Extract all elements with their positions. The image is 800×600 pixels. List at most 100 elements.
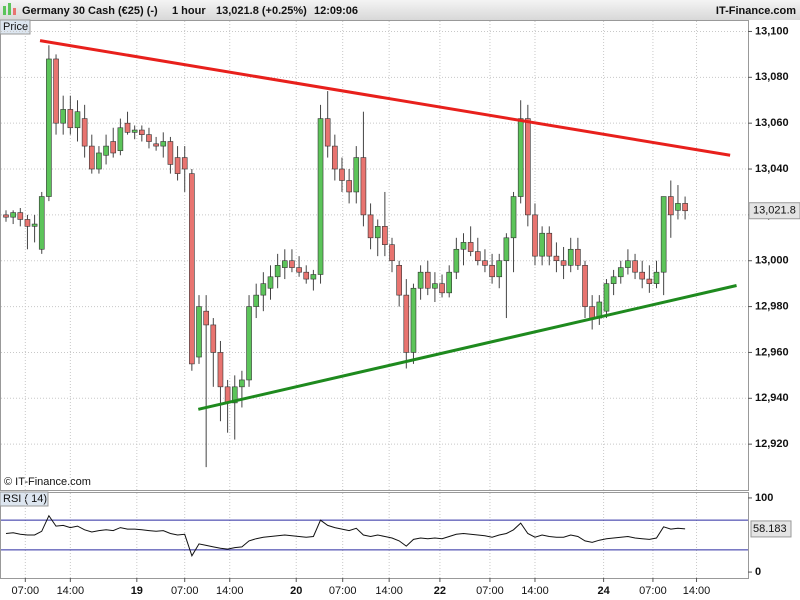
candle-body [360,157,367,216]
candle-body [203,310,209,326]
x-tick-label: 20 [290,585,302,597]
candle-body [103,145,109,156]
candle-body [88,145,95,170]
candle-body [224,386,231,404]
candle-body [317,118,324,275]
candle-body [582,265,588,307]
candle-body [539,232,545,257]
candle-body [417,271,424,289]
candle-body [646,278,653,284]
brand: IT-Finance.com [716,5,796,17]
price-tag [0,19,31,35]
candle-body [432,283,438,289]
candle-body [389,244,395,262]
candle-body [632,260,638,273]
y-tick-label: 100 [755,492,773,504]
interval: 1 hour [172,5,206,17]
rsi-last-box [750,520,792,538]
candle-body [553,255,560,262]
candle-body [131,129,138,133]
candle-body [46,58,52,197]
candle-body [324,118,331,147]
candle-body [367,214,374,239]
x-tick-label: 14:00 [57,585,85,597]
candle-body [575,248,581,266]
x-tick-label: 07:00 [171,585,199,597]
candle-body [339,168,345,181]
candle-body [281,260,288,268]
x-tick-label: 07:00 [639,585,667,597]
header-bar [0,0,800,20]
y-tick-label: 13,100 [755,25,789,37]
trendline [197,284,737,411]
x-tick-label: 07:00 [329,585,357,597]
candle-body [17,212,24,220]
candle-body [210,324,217,353]
candle-body [682,203,688,212]
candle-body [653,271,660,284]
candle-body [303,271,310,280]
price-label: Price [3,21,28,33]
candle-body [3,214,9,218]
candle-body [460,242,467,250]
rsi-line [5,514,686,557]
candle-body [603,283,610,312]
time: 12:09:06 [314,5,358,17]
y-tick-label: 13,060 [755,117,789,129]
candle-body [382,226,388,245]
candle-body [639,271,646,280]
candle-body [296,267,302,273]
credit: © IT-Finance.com [4,476,91,488]
rsi-label: RSI ( 14) [3,493,47,505]
candle-body [246,306,252,381]
candle-body [439,283,445,294]
candle-body [482,260,488,266]
trendline [39,39,731,157]
candle-body [289,260,295,268]
candle-body [267,276,274,289]
y-tick-label: 12,920 [755,438,789,450]
candle-body [53,58,59,124]
candle-body [160,141,167,147]
y-tick-label: 12,980 [755,300,789,312]
candle-body [532,214,538,257]
candle-body [410,287,417,353]
candle-body [146,134,152,142]
rsi-tag [0,491,49,507]
candle-body [617,267,624,278]
candle-body [181,157,188,170]
y-tick-label: 0 [755,566,761,578]
logo [3,3,16,15]
candle-body [510,196,517,239]
price-panel [0,20,749,491]
candle-body [60,109,66,124]
candle-body [525,118,531,216]
last-price-box [748,202,800,220]
candle-body [96,152,102,170]
candle-body [560,260,567,266]
candle-body [174,157,181,174]
candle-body [189,173,195,365]
candle-body [10,212,16,218]
candle-body [374,226,381,239]
candle-body [81,118,88,147]
last-price-label: 13,021.8 [753,205,796,217]
y-tick-label: 13,000 [755,255,789,267]
candle-body [310,274,317,280]
y-tick-label: 13,080 [755,71,789,83]
y-tick-label: 12,960 [755,346,789,358]
x-tick-label: 14:00 [683,585,711,597]
candle-body [38,196,45,250]
candle-body [660,196,667,273]
x-tick-label: 14:00 [521,585,549,597]
x-tick-label: 22 [434,585,446,597]
candle-body [74,111,81,129]
candle-body [496,260,503,278]
candle-body [24,219,31,227]
candle-body [346,180,352,193]
candle-body [117,127,124,151]
candle-body [517,118,524,197]
candle-body [332,145,338,170]
candle-body [403,294,410,353]
x-tick-label: 07:00 [12,585,40,597]
